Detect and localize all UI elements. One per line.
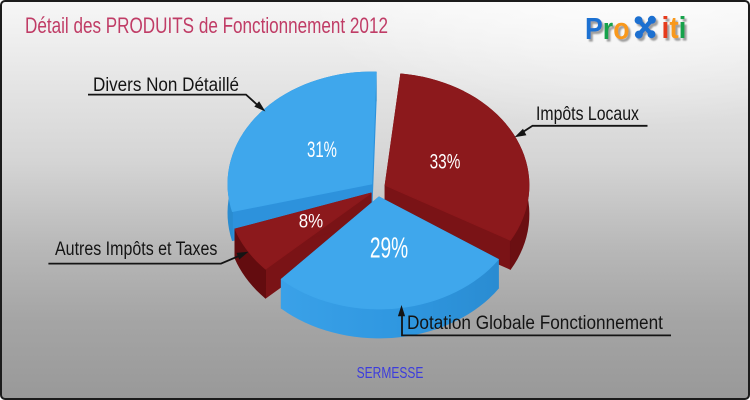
svg-text:iti: iti [662, 10, 687, 45]
svg-text:Pro: Pro [585, 11, 630, 46]
